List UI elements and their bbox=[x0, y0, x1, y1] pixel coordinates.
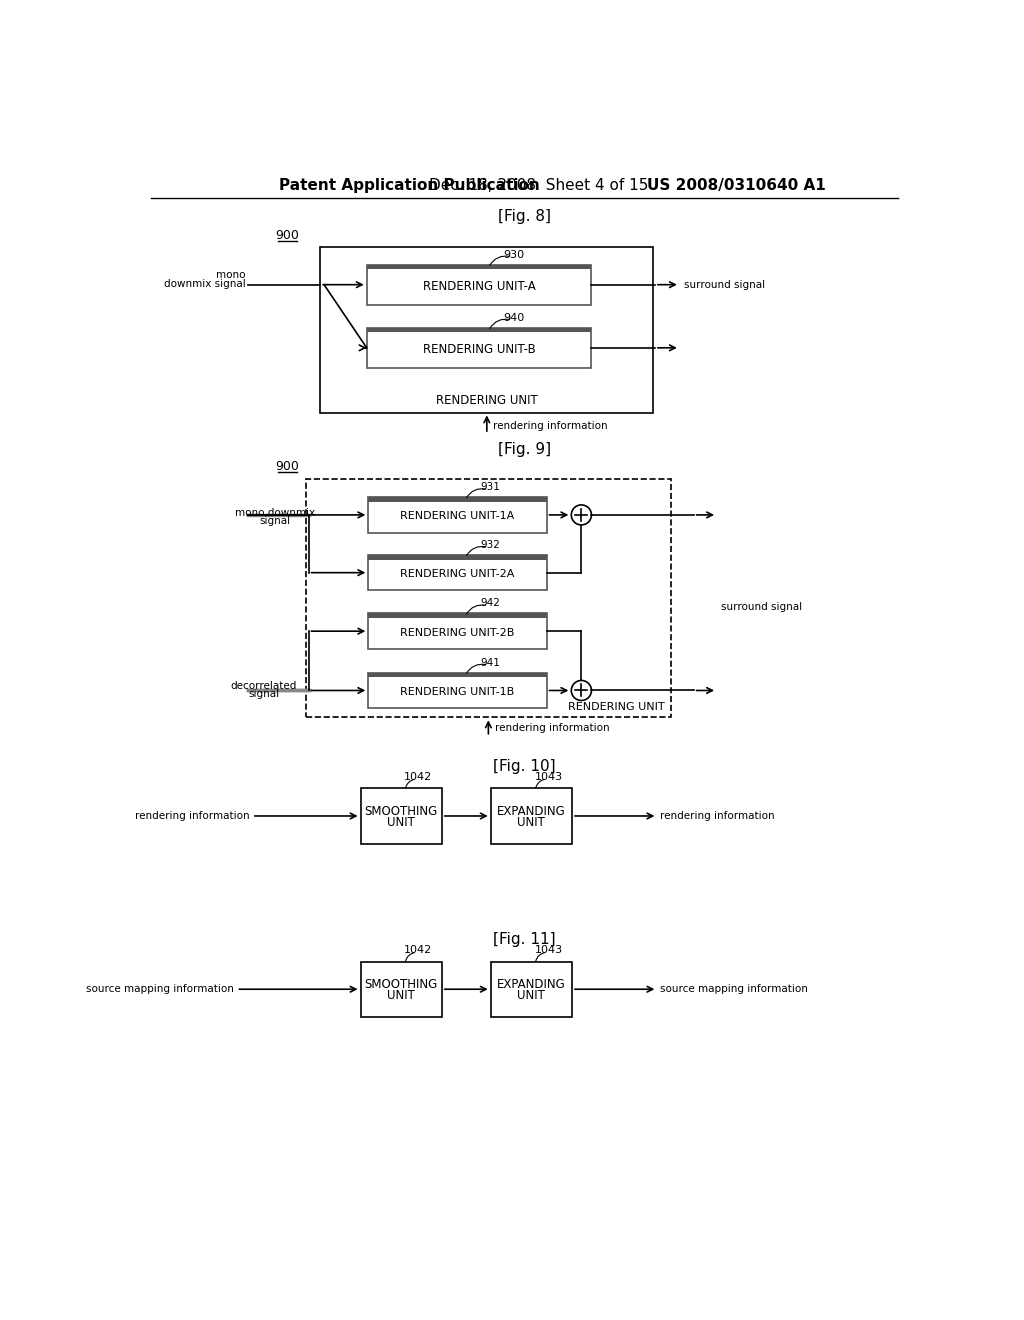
Text: Patent Application Publication: Patent Application Publication bbox=[280, 178, 540, 193]
Text: downmix signal: downmix signal bbox=[164, 279, 246, 289]
Text: RENDERING UNIT: RENDERING UNIT bbox=[567, 702, 665, 711]
Text: 1043: 1043 bbox=[535, 945, 562, 954]
Bar bbox=[369, 614, 547, 649]
Text: [Fig. 10]: [Fig. 10] bbox=[494, 759, 556, 775]
Bar bbox=[490, 788, 572, 843]
Text: surround signal: surround signal bbox=[684, 280, 766, 289]
Bar bbox=[490, 961, 572, 1016]
Text: SMOOTHING: SMOOTHING bbox=[365, 978, 438, 991]
Bar bbox=[369, 498, 547, 533]
Bar bbox=[369, 673, 547, 708]
Text: 941: 941 bbox=[480, 657, 500, 668]
Text: rendering information: rendering information bbox=[493, 421, 607, 430]
Text: UNIT: UNIT bbox=[517, 989, 546, 1002]
Text: source mapping information: source mapping information bbox=[86, 985, 234, 994]
Text: mono downmix: mono downmix bbox=[236, 508, 315, 517]
Bar bbox=[367, 327, 592, 368]
Text: 1042: 1042 bbox=[404, 945, 432, 954]
Text: [Fig. 8]: [Fig. 8] bbox=[499, 209, 551, 223]
Bar bbox=[306, 479, 671, 718]
Text: 942: 942 bbox=[480, 598, 500, 609]
Text: SMOOTHING: SMOOTHING bbox=[365, 805, 438, 818]
Bar bbox=[321, 247, 653, 412]
Text: Dec. 18, 2008  Sheet 4 of 15: Dec. 18, 2008 Sheet 4 of 15 bbox=[429, 178, 648, 193]
Text: 900: 900 bbox=[274, 228, 299, 242]
Text: mono: mono bbox=[216, 271, 246, 280]
Text: surround signal: surround signal bbox=[721, 602, 802, 612]
Text: RENDERING UNIT: RENDERING UNIT bbox=[436, 393, 538, 407]
Text: [Fig. 9]: [Fig. 9] bbox=[499, 442, 551, 457]
Text: EXPANDING: EXPANDING bbox=[497, 978, 566, 991]
Text: 932: 932 bbox=[480, 540, 500, 550]
Bar bbox=[360, 788, 442, 843]
Bar bbox=[369, 498, 547, 502]
Text: 940: 940 bbox=[504, 313, 524, 323]
Text: rendering information: rendering information bbox=[135, 810, 250, 821]
Text: UNIT: UNIT bbox=[517, 816, 546, 829]
Bar bbox=[369, 554, 547, 560]
Text: 931: 931 bbox=[480, 482, 500, 492]
Text: RENDERING UNIT-2B: RENDERING UNIT-2B bbox=[400, 628, 515, 638]
Bar bbox=[369, 554, 547, 590]
Bar bbox=[367, 264, 592, 305]
Text: 900: 900 bbox=[274, 459, 299, 473]
Bar bbox=[367, 265, 592, 269]
Text: US 2008/0310640 A1: US 2008/0310640 A1 bbox=[647, 178, 826, 193]
Text: UNIT: UNIT bbox=[387, 989, 415, 1002]
Bar bbox=[369, 673, 547, 677]
Text: RENDERING UNIT-B: RENDERING UNIT-B bbox=[423, 343, 536, 356]
Bar bbox=[367, 327, 592, 333]
Text: RENDERING UNIT-A: RENDERING UNIT-A bbox=[423, 280, 536, 293]
Text: decorrelated: decorrelated bbox=[230, 681, 297, 690]
Text: EXPANDING: EXPANDING bbox=[497, 805, 566, 818]
Text: signal: signal bbox=[260, 516, 291, 527]
Bar bbox=[360, 961, 442, 1016]
Text: source mapping information: source mapping information bbox=[659, 985, 808, 994]
Text: 1042: 1042 bbox=[404, 772, 432, 781]
Text: 1043: 1043 bbox=[535, 772, 562, 781]
Bar bbox=[369, 614, 547, 618]
Text: RENDERING UNIT-1B: RENDERING UNIT-1B bbox=[400, 686, 514, 697]
Text: [Fig. 11]: [Fig. 11] bbox=[494, 932, 556, 948]
Text: RENDERING UNIT-2A: RENDERING UNIT-2A bbox=[400, 569, 515, 579]
Text: rendering information: rendering information bbox=[495, 723, 609, 733]
Text: signal: signal bbox=[248, 689, 280, 700]
Text: UNIT: UNIT bbox=[387, 816, 415, 829]
Text: rendering information: rendering information bbox=[659, 810, 774, 821]
Text: RENDERING UNIT-1A: RENDERING UNIT-1A bbox=[400, 511, 514, 521]
Text: 930: 930 bbox=[504, 249, 524, 260]
